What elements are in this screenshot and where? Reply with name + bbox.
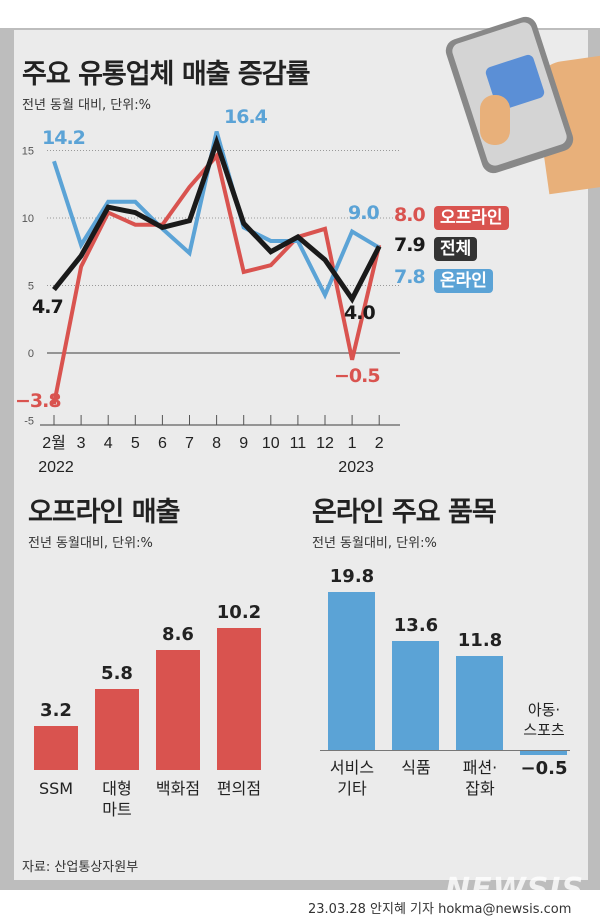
bar-offline bbox=[34, 725, 78, 770]
year-label: 2022 bbox=[38, 459, 74, 476]
x-tick-label: 7 bbox=[185, 435, 194, 452]
bar-online bbox=[456, 655, 503, 750]
label-offline-first: −3.8 bbox=[15, 390, 62, 412]
bar-category-label: SSM bbox=[38, 779, 74, 798]
bar-online bbox=[328, 591, 375, 750]
offline-subtitle: 전년 동월대비, 단위:% bbox=[28, 536, 153, 551]
bar-value-label: 8.6 bbox=[162, 624, 194, 646]
legend-online: 온라인 bbox=[434, 269, 493, 293]
online-subtitle: 전년 동월대비, 단위:% bbox=[312, 536, 437, 551]
chart-unit: 전년 동월 대비, 단위:% bbox=[22, 98, 151, 113]
x-tick-label: 4 bbox=[104, 435, 113, 452]
x-tick-label: 8 bbox=[212, 435, 221, 452]
bar-category-label: 편의점 bbox=[216, 779, 262, 798]
bar-value-label: 10.2 bbox=[216, 602, 262, 624]
bar-category-label: 패션· 잡화 bbox=[462, 758, 498, 798]
bar-category-label: 식품 bbox=[401, 758, 431, 777]
bar-value-label: −0.5 bbox=[520, 758, 568, 779]
bar-category-label: 대형 마트 bbox=[102, 779, 132, 819]
credit: 23.03.28 안지혜 기자 hokma@newsis.com bbox=[308, 902, 572, 917]
label-total-last: 7.9 bbox=[394, 234, 426, 256]
year-label: 2023 bbox=[338, 459, 374, 476]
y-tick-label: 5 bbox=[28, 281, 34, 293]
offline-title: 오프라인 매출 bbox=[28, 497, 180, 528]
y-tick-label: 0 bbox=[28, 348, 34, 360]
legend-offline: 오프라인 bbox=[434, 206, 509, 230]
x-tick-label: 3 bbox=[77, 435, 86, 452]
bar-online bbox=[520, 751, 567, 755]
label-total-first: 4.7 bbox=[32, 296, 64, 318]
x-tick-label: 10 bbox=[262, 435, 280, 452]
source: 자료: 산업통상자원부 bbox=[22, 860, 139, 875]
label-online-jan: 9.0 bbox=[348, 202, 380, 224]
legend-total: 전체 bbox=[434, 237, 478, 261]
bar-online bbox=[392, 641, 439, 750]
x-tick-label: 6 bbox=[158, 435, 167, 452]
bar-category-label: 백화점 bbox=[155, 779, 201, 798]
bar-value-label: 5.8 bbox=[101, 663, 133, 685]
bar-value-label: 11.8 bbox=[457, 629, 503, 651]
bar-value-label: 13.6 bbox=[393, 615, 439, 637]
bar-offline bbox=[95, 689, 139, 770]
x-tick-label: 2월 bbox=[42, 434, 66, 452]
x-tick-label: 12 bbox=[316, 435, 334, 452]
label-online-first: 14.2 bbox=[42, 127, 86, 149]
x-tick-label: 11 bbox=[290, 435, 307, 452]
x-tick-label: 2 bbox=[375, 435, 384, 452]
bar-category-label: 서비스 기타 bbox=[329, 758, 375, 798]
phone-illustration bbox=[442, 0, 600, 195]
x-tick-label: 9 bbox=[239, 435, 248, 452]
label-online-last: 7.8 bbox=[394, 266, 426, 288]
y-tick-label: 15 bbox=[22, 146, 34, 158]
x-tick-label: 5 bbox=[131, 435, 140, 452]
y-tick-label: 10 bbox=[22, 213, 34, 225]
bar-offline bbox=[217, 628, 261, 770]
bar-value-label: 3.2 bbox=[40, 699, 72, 721]
bar-category-label: 아동· 스포츠 bbox=[523, 701, 565, 739]
bar-offline bbox=[156, 650, 200, 770]
label-online-peak: 16.4 bbox=[224, 106, 268, 128]
bar-value-label: 19.8 bbox=[329, 565, 375, 587]
series-line-전체 bbox=[52, 134, 382, 304]
online-title: 온라인 주요 품목 bbox=[312, 497, 497, 528]
y-tick-label: -5 bbox=[24, 416, 34, 428]
label-total-jan: 4.0 bbox=[344, 302, 376, 324]
x-tick-label: 1 bbox=[348, 435, 357, 452]
newsis-watermark: NEWSIS bbox=[445, 872, 585, 907]
bar-axis bbox=[320, 750, 570, 751]
label-offline-jan: −0.5 bbox=[334, 365, 381, 387]
label-offline-last: 8.0 bbox=[394, 204, 426, 226]
chart-title: 주요 유통업체 매출 증감률 bbox=[22, 59, 310, 90]
